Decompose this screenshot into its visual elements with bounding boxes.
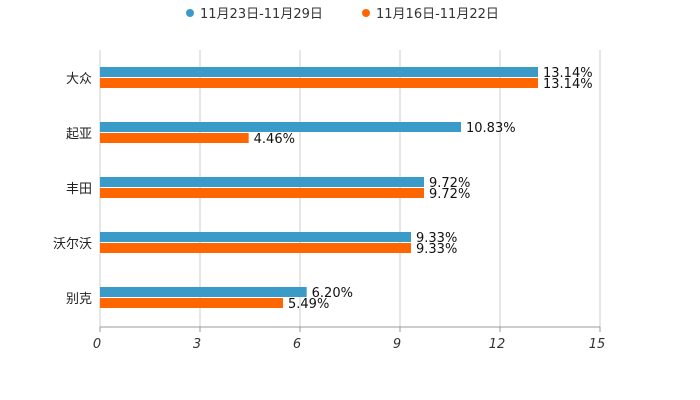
value-labels: 13.14%13.14% 10.83% 4.46% 9.72%9.72% 9.33%9.…	[254, 66, 593, 312]
legend-marker-2	[362, 9, 370, 17]
category-label: 丰田	[66, 182, 92, 197]
x-tick-label: 9	[393, 337, 401, 352]
value-label-丰田-series-2: 9.72%	[429, 187, 470, 202]
bar-大众-series-1	[100, 67, 538, 77]
bar-大众-series-2	[100, 78, 538, 88]
bar-别克-series-2	[100, 298, 283, 308]
value-label-起亚-series-1: 10.83%	[466, 121, 516, 136]
value-label-沃尔沃-series-1: 9.33%	[416, 231, 457, 246]
x-tick-label: 0	[93, 337, 101, 352]
bars	[100, 67, 538, 308]
value-label-别克-series-1: 6.20%	[312, 286, 353, 301]
value-label-起亚-series-2: 4.46%	[254, 132, 295, 147]
category-label: 大众	[66, 72, 92, 87]
bar-丰田-series-2	[100, 188, 424, 198]
value-label-沃尔沃-series-2: 9.33%	[416, 242, 457, 257]
bar-起亚-series-2	[100, 133, 249, 143]
x-axis: 0 3 6 9 12 15	[93, 326, 606, 352]
category-label: 沃尔沃	[53, 237, 92, 252]
x-tick-label: 12	[489, 337, 506, 352]
bar-丰田-series-1	[100, 177, 424, 187]
x-tick-label: 3	[193, 337, 201, 352]
x-tick-label: 6	[293, 337, 301, 352]
category-label: 起亚	[66, 127, 92, 142]
value-label-别克-series-2: 5.49%	[288, 297, 329, 312]
legend: 11月23日-11月29日 11月16日-11月22日	[186, 7, 499, 22]
value-label-大众-series-1: 13.14%	[543, 66, 593, 81]
bar-沃尔沃-series-1	[100, 232, 411, 242]
x-tick-label: 15	[589, 337, 606, 352]
value-label-大众-series-2: 13.14%	[543, 77, 593, 92]
bar-沃尔沃-series-2	[100, 243, 411, 253]
value-label-丰田-series-1: 9.72%	[429, 176, 470, 191]
bar-别克-series-1	[100, 287, 307, 297]
legend-label-2: 11月16日-11月22日	[376, 7, 499, 22]
legend-marker-1	[186, 9, 194, 17]
category-label: 别克	[66, 292, 92, 307]
bar-起亚-series-1	[100, 122, 461, 132]
legend-label-1: 11月23日-11月29日	[200, 7, 323, 22]
